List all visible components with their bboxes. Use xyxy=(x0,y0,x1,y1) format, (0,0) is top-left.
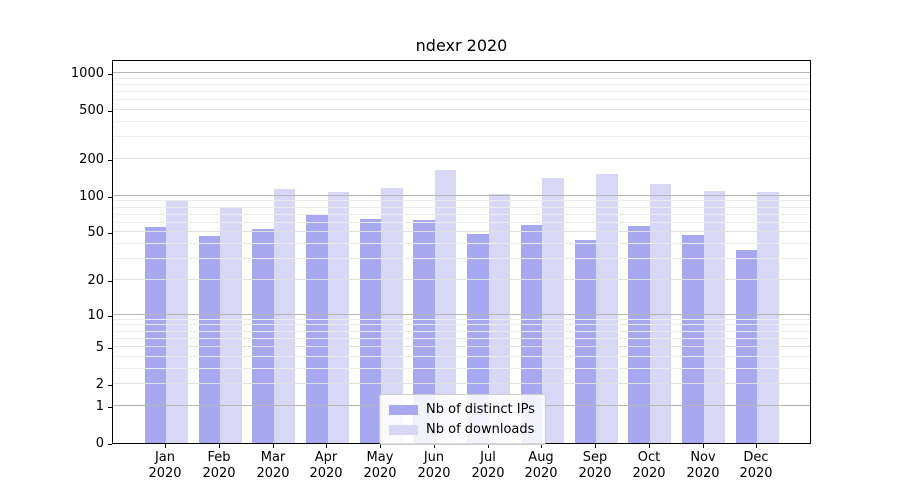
y-tick-label-1: 1 xyxy=(95,399,104,414)
gridline-minor-40 xyxy=(113,243,810,245)
y-tick-label-10: 10 xyxy=(87,308,104,323)
x-tick-mark-nov xyxy=(703,444,704,448)
x-tick-label-aug: Aug 2020 xyxy=(524,450,558,481)
y-tick-label-20: 20 xyxy=(87,273,104,288)
y-tick-mark-100 xyxy=(108,197,112,198)
x-tick-mark-jun xyxy=(434,444,435,448)
x-tick-mark-jan xyxy=(165,444,166,448)
bar-downloads-sep xyxy=(596,173,618,443)
gridline-labeled-minor-500 xyxy=(113,109,810,111)
bar-distinct-ips-mar xyxy=(252,229,274,443)
gridline-minor-30 xyxy=(113,258,810,260)
legend-item-downloads: Nb of downloads xyxy=(389,422,535,437)
x-tick-mark-mar xyxy=(273,444,274,448)
chart-title: ndexr 2020 xyxy=(415,36,508,55)
gridline-minor-400 xyxy=(113,121,810,122)
bar-downloads-dec xyxy=(757,192,779,443)
legend-item-distinct-ips: Nb of distinct IPs xyxy=(389,402,535,417)
gridline-labeled-minor-200 xyxy=(113,158,810,159)
x-tick-label-sep: Sep 2020 xyxy=(578,450,612,481)
x-tick-mark-may xyxy=(380,444,381,448)
x-tick-mark-feb xyxy=(219,444,220,448)
y-tick-label-50: 50 xyxy=(87,225,104,240)
x-tick-mark-sep xyxy=(595,444,596,448)
gridline-minor-70 xyxy=(113,213,810,215)
y-tick-mark-20 xyxy=(108,281,112,282)
gridline-minor-90 xyxy=(113,200,810,202)
gridline-minor-4 xyxy=(113,355,810,357)
y-tick-mark-10 xyxy=(108,316,112,317)
gridline-minor-7 xyxy=(113,330,810,332)
bar-distinct-ips-jan xyxy=(144,226,167,443)
y-tick-mark-0 xyxy=(108,444,112,445)
gridline-minor-700 xyxy=(113,91,810,93)
bar-downloads-jun xyxy=(434,169,457,443)
bar-downloads-may xyxy=(381,188,403,443)
y-tick-label-200: 200 xyxy=(79,152,104,167)
y-tick-label-0: 0 xyxy=(95,436,104,451)
y-tick-mark-1 xyxy=(108,407,112,408)
gridline-major-10 xyxy=(113,313,810,315)
x-tick-label-jun: Jun 2020 xyxy=(417,450,451,481)
legend: Nb of distinct IPs Nb of downloads xyxy=(379,394,546,445)
gridline-labeled-minor-20 xyxy=(113,278,810,280)
y-tick-mark-50 xyxy=(108,233,112,234)
plot-area: Nb of distinct IPs Nb of downloads xyxy=(112,60,811,445)
bar-distinct-ips-apr xyxy=(306,214,328,443)
gridline-minor-300 xyxy=(113,136,810,138)
y-tick-label-100: 100 xyxy=(79,189,104,204)
gridline-minor-3 xyxy=(113,367,810,369)
gridline-labeled-minor-50 xyxy=(113,231,810,233)
x-tick-label-dec: Dec 2020 xyxy=(739,450,773,481)
x-tick-mark-aug xyxy=(541,444,542,448)
x-tick-mark-dec xyxy=(756,444,757,448)
bar-downloads-jan xyxy=(166,200,188,443)
y-tick-mark-200 xyxy=(108,160,112,161)
x-tick-mark-apr xyxy=(326,444,327,448)
gridline-major-1000 xyxy=(113,72,810,73)
gridline-minor-9 xyxy=(113,318,810,320)
x-tick-label-feb: Feb 2020 xyxy=(202,450,236,481)
x-tick-label-mar: Mar 2020 xyxy=(256,450,290,481)
bar-distinct-ips-sep xyxy=(574,240,597,443)
bar-downloads-oct xyxy=(649,183,672,443)
bar-distinct-ips-jun xyxy=(413,220,435,443)
gridline-minor-80 xyxy=(113,206,810,208)
gridline-minor-8 xyxy=(113,324,810,326)
legend-label: Nb of downloads xyxy=(426,422,535,437)
gridline-labeled-minor-2 xyxy=(113,383,810,385)
legend-label: Nb of distinct IPs xyxy=(426,402,535,417)
gridline-major-100 xyxy=(113,194,810,196)
x-tick-label-oct: Oct 2020 xyxy=(632,450,666,481)
bar-downloads-nov xyxy=(703,191,725,443)
bar-distinct-ips-feb xyxy=(198,235,220,443)
y-tick-mark-2 xyxy=(108,385,112,386)
y-tick-label-2: 2 xyxy=(95,377,104,392)
x-tick-label-may: May 2020 xyxy=(363,450,397,481)
x-tick-label-nov: Nov 2020 xyxy=(686,450,720,481)
x-tick-label-jan: Jan 2020 xyxy=(148,450,182,481)
y-tick-label-1000: 1000 xyxy=(70,66,104,81)
gridline-minor-900 xyxy=(113,77,810,79)
legend-swatch-downloads xyxy=(389,424,418,435)
x-tick-mark-oct xyxy=(649,444,650,448)
x-tick-label-apr: Apr 2020 xyxy=(309,450,343,481)
bar-downloads-apr xyxy=(327,191,349,443)
gridline-minor-60 xyxy=(113,221,810,223)
y-tick-mark-5 xyxy=(108,348,112,349)
bar-downloads-mar xyxy=(273,188,296,443)
x-tick-label-jul: Jul 2020 xyxy=(471,450,505,481)
x-tick-mark-jul xyxy=(488,444,489,448)
gridline-minor-800 xyxy=(113,83,810,85)
gridline-minor-6 xyxy=(113,337,810,339)
gridline-minor-600 xyxy=(113,99,810,101)
y-tick-mark-500 xyxy=(108,111,112,112)
bar-downloads-jul xyxy=(488,193,511,443)
legend-swatch-distinct-ips xyxy=(389,404,418,415)
gridline-labeled-minor-5 xyxy=(113,346,810,347)
y-tick-label-500: 500 xyxy=(79,103,104,118)
y-tick-label-5: 5 xyxy=(95,340,104,355)
y-tick-mark-1000 xyxy=(108,74,112,75)
